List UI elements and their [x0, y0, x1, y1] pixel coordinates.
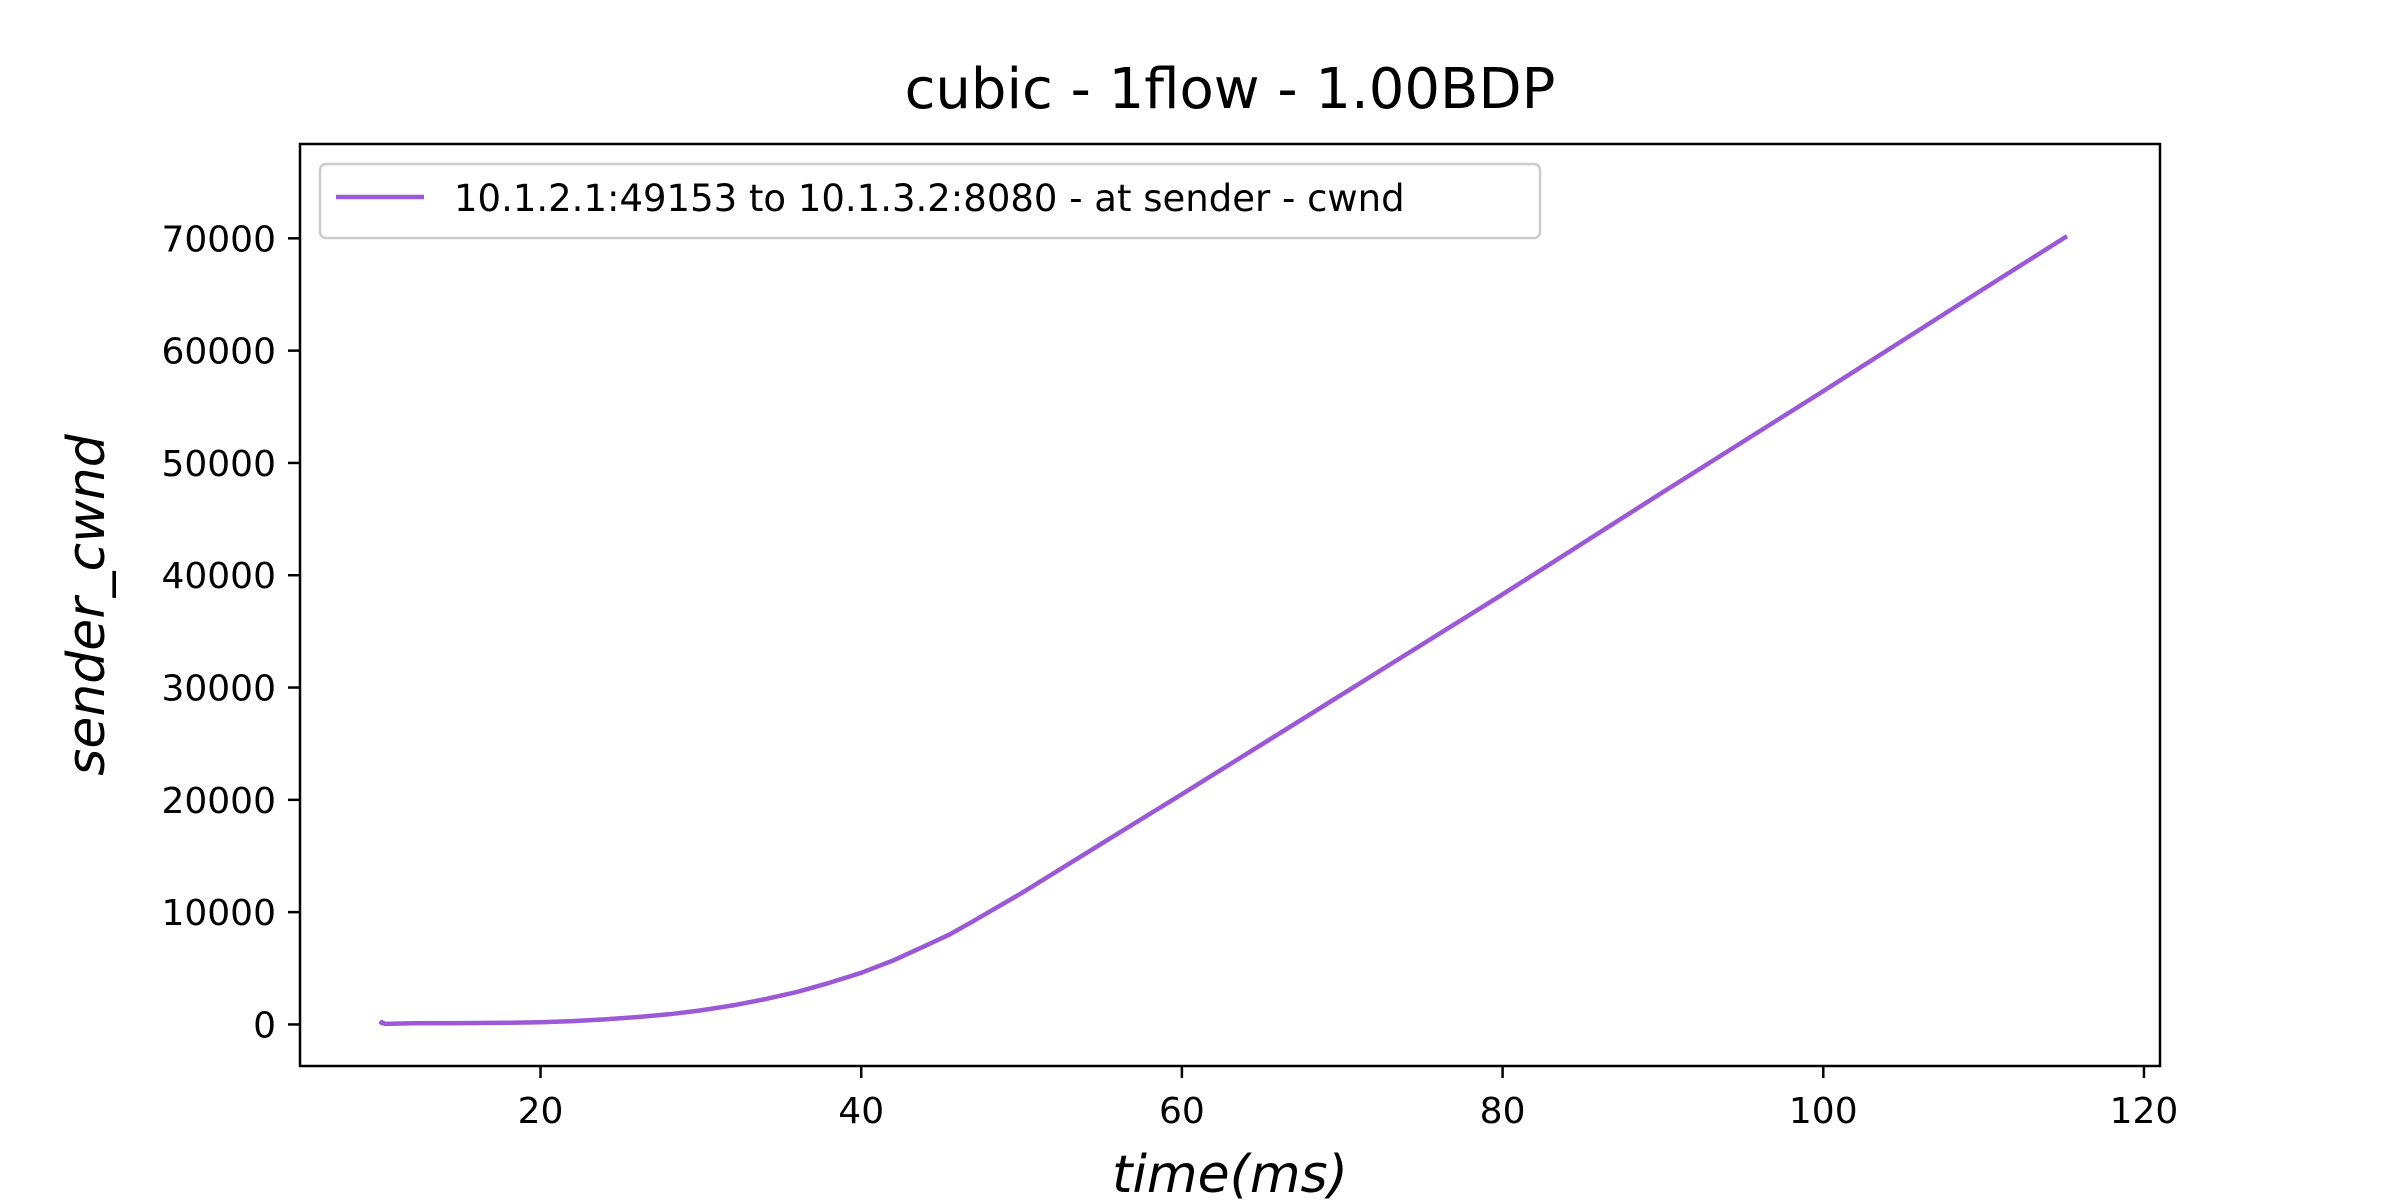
- y-tick-label-4: 40000: [161, 556, 276, 597]
- x-tick-label-2: 60: [1159, 1091, 1205, 1132]
- x-axis: 20 40 60 80 100 120: [518, 1066, 2179, 1132]
- series-line-0: [378, 234, 2069, 1027]
- x-axis-label: time(ms): [1112, 1145, 1348, 1200]
- y-tick-label-0: 0: [253, 1005, 276, 1046]
- plot-area: [300, 144, 2160, 1066]
- x-tick-label-4: 100: [1789, 1091, 1858, 1132]
- legend: 10.1.2.1:49153 to 10.1.3.2:8080 - at sen…: [318, 162, 1542, 240]
- y-tick-label-3: 30000: [161, 669, 276, 710]
- y-tick-label-6: 60000: [161, 332, 276, 373]
- y-axis-label: sender_cwnd: [57, 433, 117, 775]
- y-tick-label-2: 20000: [161, 781, 276, 822]
- x-tick-label-5: 120: [2110, 1091, 2179, 1132]
- x-tick-label-0: 20: [518, 1091, 564, 1132]
- x-tick-label-1: 40: [838, 1091, 884, 1132]
- y-tick-label-1: 10000: [161, 893, 276, 934]
- x-tick-label-3: 80: [1480, 1091, 1526, 1132]
- chart-title: cubic - 1flow - 1.00BDP: [905, 57, 1556, 122]
- series-group: [378, 234, 2069, 1027]
- legend-label: 10.1.2.1:49153 to 10.1.3.2:8080 - at sen…: [454, 177, 1405, 220]
- y-tick-label-5: 50000: [161, 444, 276, 485]
- legend-box: [318, 162, 1542, 240]
- plot-frame: [298, 142, 2162, 1068]
- y-axis: 0 10000 20000 30000 40000 50000 60000 70000: [161, 219, 300, 1046]
- y-tick-label-7: 70000: [161, 219, 276, 260]
